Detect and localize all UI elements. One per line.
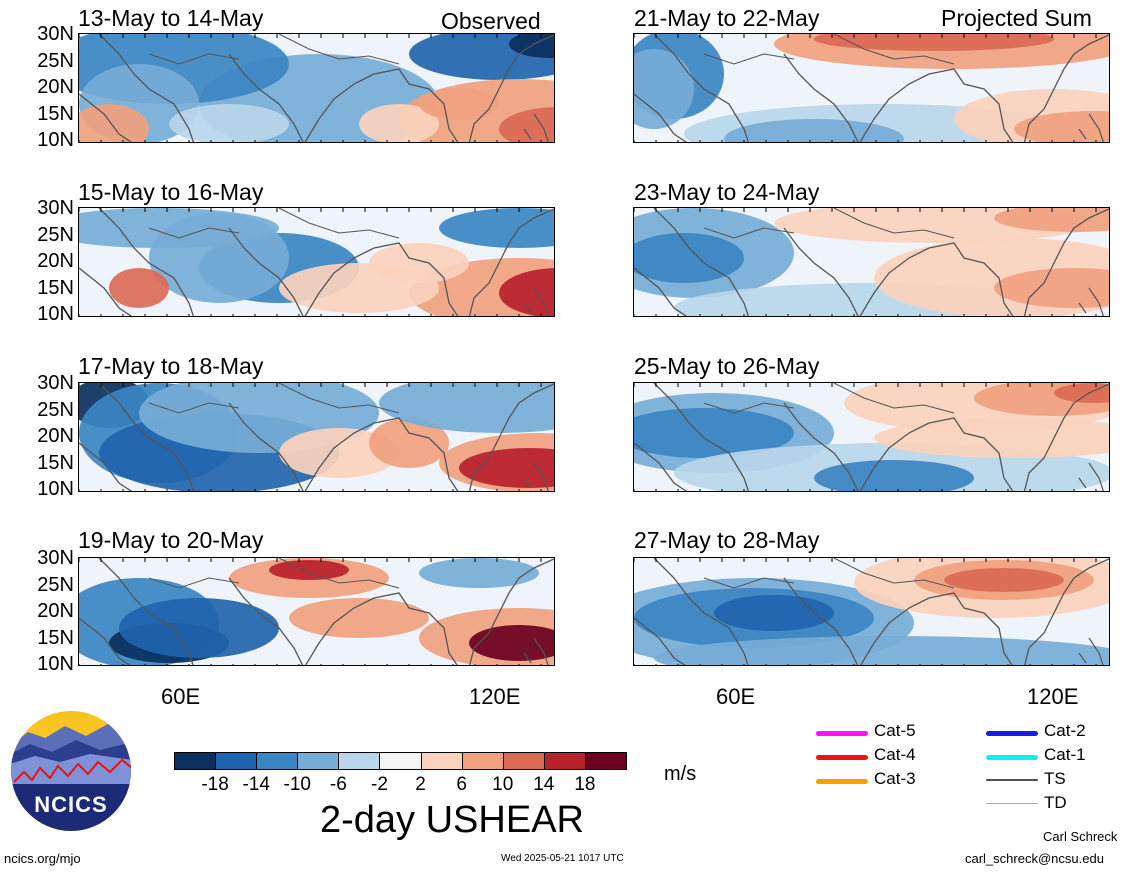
y-tick-label: 30N bbox=[37, 547, 74, 569]
legend-line-cat-4 bbox=[816, 755, 868, 760]
x-tick-label: 120E bbox=[469, 684, 521, 709]
y-tick-label: 10N bbox=[37, 303, 74, 325]
colorbar-tick-label: -14 bbox=[242, 774, 270, 795]
shear-map-panel bbox=[78, 33, 555, 143]
x-tick-label: 120E bbox=[1027, 684, 1079, 709]
legend-label: Cat-4 bbox=[874, 745, 916, 764]
colorbar-swatch bbox=[338, 752, 381, 770]
y-tick-label: 20N bbox=[37, 250, 74, 272]
colorbar-title: 2-day USHEAR bbox=[320, 799, 584, 841]
panel-title: 17-May to 18-May bbox=[78, 353, 264, 379]
legend-label: Cat-2 bbox=[1044, 721, 1086, 740]
shear-map-panel bbox=[633, 207, 1110, 317]
shear-map-panel bbox=[78, 207, 555, 317]
footer-timestamp: Wed 2025-05-21 1017 UTC bbox=[501, 853, 624, 864]
x-tick-label: 60E bbox=[161, 684, 201, 709]
colorbar-tick-label: -10 bbox=[283, 774, 311, 795]
colorbar-tick-label: -18 bbox=[201, 774, 229, 795]
shear-map-panel bbox=[633, 557, 1110, 666]
y-tick-label: 10N bbox=[37, 129, 74, 151]
colorbar-swatch bbox=[461, 752, 504, 770]
colorbar-swatch bbox=[543, 752, 586, 770]
y-tick-label: 25N bbox=[37, 223, 74, 246]
colorbar-tick-label: -6 bbox=[329, 774, 347, 795]
panel-title: 15-May to 16-May bbox=[78, 179, 264, 205]
legend-line-cat-2 bbox=[986, 731, 1038, 736]
colorbar-swatch bbox=[174, 752, 217, 770]
shear-map-panel bbox=[633, 33, 1110, 143]
y-tick-label: 30N bbox=[37, 23, 74, 45]
y-tick-label: 20N bbox=[37, 600, 74, 622]
colorbar-swatch bbox=[297, 752, 340, 770]
footer-author: Carl Schreck bbox=[1043, 829, 1118, 844]
y-tick-label: 10N bbox=[37, 653, 74, 675]
panel-title: 19-May to 20-May bbox=[78, 527, 264, 553]
ncics-logo: NCICS bbox=[10, 710, 132, 832]
shear-map-panel bbox=[78, 557, 555, 666]
panel-title: 23-May to 24-May bbox=[634, 179, 820, 205]
logo-text: NCICS bbox=[34, 792, 107, 817]
y-tick-label: 15N bbox=[37, 626, 74, 649]
projected-sum-label: Projected Sum bbox=[941, 5, 1092, 31]
y-tick-label: 30N bbox=[37, 197, 74, 219]
colorbar-tick-label: 10 bbox=[492, 774, 514, 795]
legend-label: TS bbox=[1044, 769, 1066, 788]
colorbar-swatch bbox=[215, 752, 258, 770]
shear-map-panel bbox=[78, 382, 555, 492]
colorbar-tick-label: 6 bbox=[456, 774, 467, 795]
colorbar-swatch bbox=[584, 752, 627, 770]
y-tick-label: 30N bbox=[37, 372, 74, 394]
legend-line-cat-1 bbox=[986, 755, 1038, 760]
y-tick-label: 25N bbox=[37, 398, 74, 421]
y-tick-label: 10N bbox=[37, 478, 74, 500]
shear-map-panel bbox=[633, 382, 1110, 492]
colorbar-swatch bbox=[420, 752, 463, 770]
colorbar-swatch bbox=[502, 752, 545, 770]
observed-label: Observed bbox=[441, 8, 541, 34]
y-tick-label: 15N bbox=[37, 451, 74, 474]
legend-label: TD bbox=[1044, 793, 1067, 812]
colorbar-tick-label: 14 bbox=[533, 774, 555, 795]
y-tick-label: 20N bbox=[37, 76, 74, 98]
panel-title: 25-May to 26-May bbox=[634, 353, 820, 379]
legend-label: Cat-1 bbox=[1044, 745, 1086, 764]
y-tick-label: 20N bbox=[37, 425, 74, 447]
colorbar-tick-label: 18 bbox=[574, 774, 596, 795]
legend-line-td bbox=[986, 803, 1038, 804]
colorbar-tick-label: -2 bbox=[371, 774, 388, 795]
legend-line-cat-5 bbox=[816, 731, 868, 736]
y-tick-label: 15N bbox=[37, 102, 74, 125]
panel-title: 27-May to 28-May bbox=[634, 527, 820, 553]
colorbar-swatch bbox=[379, 752, 422, 770]
colorbar-tick-label: 2 bbox=[415, 774, 426, 795]
x-tick-label: 60E bbox=[716, 684, 756, 709]
panel-title: 13-May to 14-May bbox=[78, 5, 264, 31]
legend-line-cat-3 bbox=[816, 779, 868, 784]
colorbar bbox=[174, 752, 627, 772]
footer-url[interactable]: ncics.org/mjo bbox=[4, 851, 81, 866]
y-tick-label: 25N bbox=[37, 49, 74, 72]
y-tick-label: 25N bbox=[37, 573, 74, 596]
colorbar-unit: m/s bbox=[664, 763, 697, 785]
footer-email[interactable]: carl_schreck@ncsu.edu bbox=[965, 851, 1104, 866]
legend-label: Cat-3 bbox=[874, 769, 916, 788]
y-tick-label: 15N bbox=[37, 276, 74, 299]
legend-label: Cat-5 bbox=[874, 721, 916, 740]
panel-title: 21-May to 22-May bbox=[634, 5, 820, 31]
legend-line-ts bbox=[986, 779, 1038, 781]
colorbar-swatch bbox=[256, 752, 299, 770]
